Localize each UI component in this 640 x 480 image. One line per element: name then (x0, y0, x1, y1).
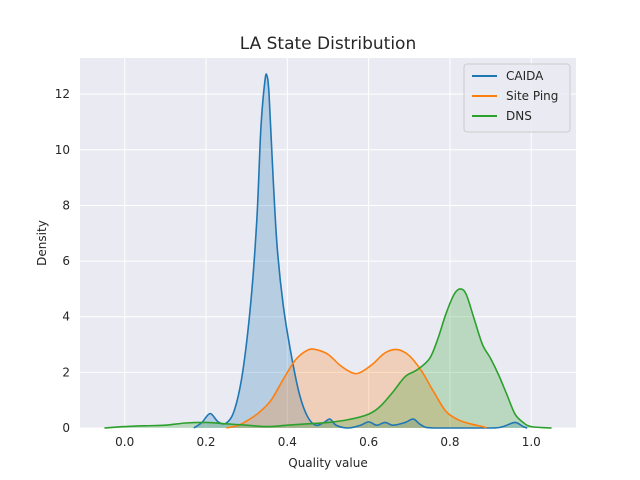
y-tick-label: 4 (62, 310, 70, 324)
density-lines (104, 73, 552, 429)
area-caida (193, 74, 528, 428)
legend-label-caida: CAIDA (506, 69, 544, 83)
chart-title: LA State Distribution (240, 34, 416, 54)
legend-label-dns: DNS (506, 109, 532, 123)
area-site-ping (226, 348, 487, 428)
y-tick-label: 12 (55, 87, 70, 101)
line-site-ping (226, 348, 487, 429)
y-tick-label: 10 (55, 143, 70, 157)
x-tick-labels: 0.0 0.2 0.4 0.6 0.8 1.0 (115, 435, 541, 449)
x-tick-label: 0.2 (196, 435, 215, 449)
y-tick-label: 8 (62, 198, 70, 212)
x-tick-label: 0.8 (440, 435, 459, 449)
legend: CAIDA Site Ping DNS (463, 63, 571, 133)
x-tick-label: 0.6 (359, 435, 378, 449)
y-tick-label: 0 (62, 421, 70, 435)
x-tick-label: 0.0 (115, 435, 134, 449)
grid-lines (80, 58, 576, 429)
x-tick-label: 0.4 (278, 435, 297, 449)
density-areas (104, 74, 552, 428)
x-axis-label: Quality value (288, 456, 367, 470)
y-tick-label: 6 (62, 254, 70, 268)
x-tick-label: 1.0 (522, 435, 541, 449)
line-caida (193, 73, 528, 429)
y-axis-label: Density (35, 220, 49, 266)
line-dns (104, 288, 552, 429)
y-tick-label: 2 (62, 365, 70, 379)
y-tick-labels: 0 2 4 6 8 10 12 (55, 87, 70, 435)
area-dns (104, 288, 552, 428)
legend-label-site-ping: Site Ping (506, 89, 558, 103)
